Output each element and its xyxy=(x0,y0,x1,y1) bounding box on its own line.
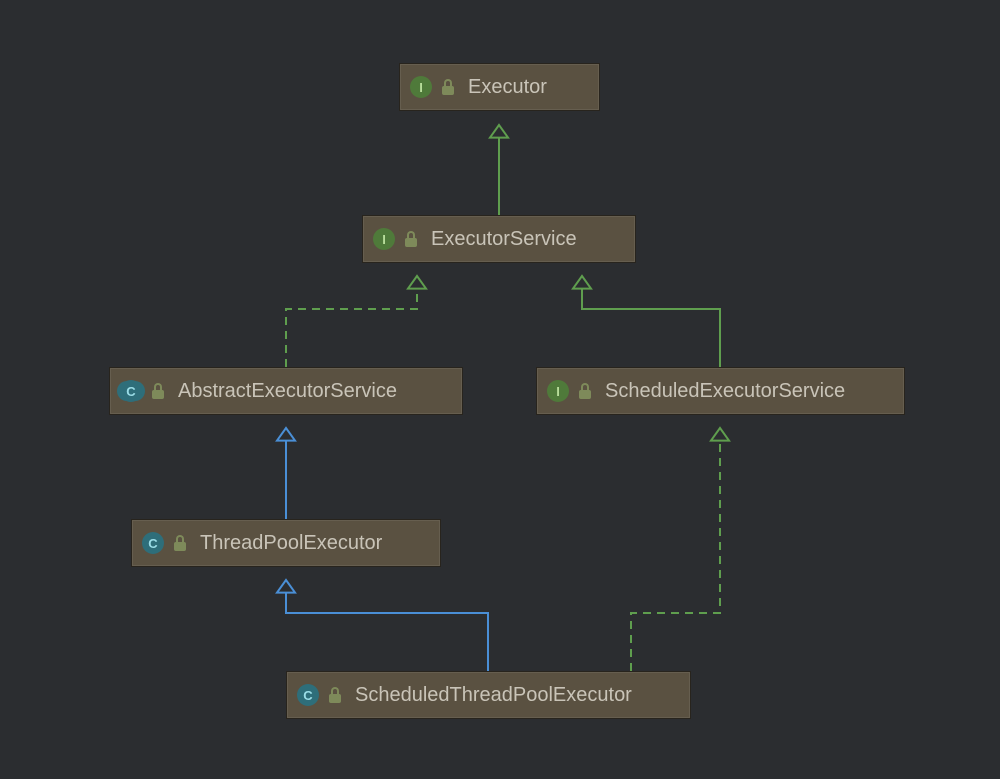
node-executor: I Executor xyxy=(399,63,600,111)
abstract-class-icon: C xyxy=(120,380,142,402)
node-label: ExecutorService xyxy=(431,228,577,251)
node-scheduled-executor-service: I ScheduledExecutorService xyxy=(536,367,905,415)
node-executor-service: I ExecutorService xyxy=(362,215,636,263)
interface-icon: I xyxy=(547,380,569,402)
lock-icon xyxy=(329,687,343,703)
node-label: ThreadPoolExecutor xyxy=(200,532,382,555)
node-label: Executor xyxy=(468,76,547,99)
class-hierarchy-diagram: I Executor I ExecutorService C AbstractE… xyxy=(0,0,1000,779)
lock-icon xyxy=(405,231,419,247)
interface-icon: I xyxy=(410,76,432,98)
node-abstract-executor-service: C AbstractExecutorService xyxy=(109,367,463,415)
lock-icon xyxy=(442,79,456,95)
lock-icon xyxy=(174,535,188,551)
node-label: ScheduledExecutorService xyxy=(605,380,845,403)
lock-icon xyxy=(152,383,166,399)
node-label: AbstractExecutorService xyxy=(178,380,397,403)
class-icon: C xyxy=(142,532,164,554)
lock-icon xyxy=(579,383,593,399)
class-icon: C xyxy=(297,684,319,706)
node-scheduled-thread-pool-executor: C ScheduledThreadPoolExecutor xyxy=(286,671,691,719)
node-label: ScheduledThreadPoolExecutor xyxy=(355,684,632,707)
interface-icon: I xyxy=(373,228,395,250)
node-thread-pool-executor: C ThreadPoolExecutor xyxy=(131,519,441,567)
